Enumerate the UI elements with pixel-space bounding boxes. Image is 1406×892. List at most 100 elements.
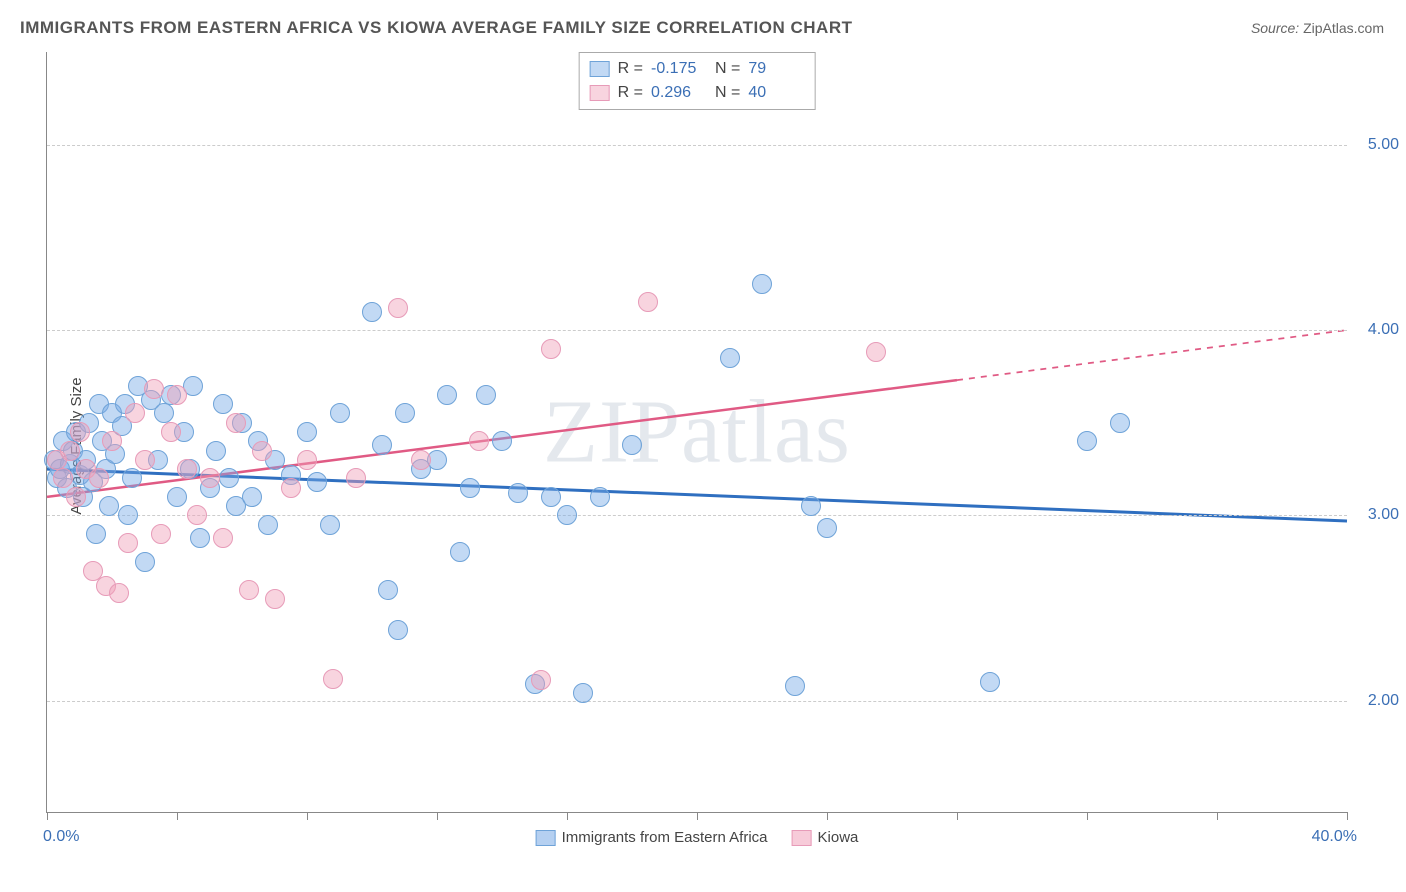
data-point xyxy=(53,468,73,488)
x-tick xyxy=(697,812,698,820)
data-point xyxy=(388,620,408,640)
r-value: 0.296 xyxy=(651,81,707,105)
data-point xyxy=(785,676,805,696)
data-point xyxy=(866,342,886,362)
data-point xyxy=(541,487,561,507)
data-point xyxy=(323,669,343,689)
data-point xyxy=(125,403,145,423)
n-label: N = xyxy=(715,57,740,81)
x-axis-min-label: 0.0% xyxy=(43,828,79,846)
data-point xyxy=(213,394,233,414)
data-point xyxy=(109,583,129,603)
gridline xyxy=(47,701,1347,702)
correlation-row: R = -0.175 N = 79 xyxy=(590,57,805,81)
data-point xyxy=(187,505,207,525)
data-point xyxy=(476,385,496,405)
y-tick-label: 5.00 xyxy=(1368,136,1399,154)
y-tick-label: 2.00 xyxy=(1368,692,1399,710)
plot-area: ZIPatlas R =-0.175N =79R =0.296N =40 Imm… xyxy=(46,52,1347,813)
data-point xyxy=(135,450,155,470)
x-tick xyxy=(1347,812,1348,820)
r-label: R = xyxy=(618,81,643,105)
data-point xyxy=(70,422,90,442)
y-tick-label: 4.00 xyxy=(1368,321,1399,339)
data-point xyxy=(980,672,1000,692)
data-point xyxy=(213,528,233,548)
legend-swatch xyxy=(590,61,610,77)
data-point xyxy=(89,468,109,488)
data-point xyxy=(307,472,327,492)
legend-swatch xyxy=(536,830,556,846)
gridline xyxy=(47,145,1347,146)
data-point xyxy=(86,524,106,544)
trend-line-extrapolated xyxy=(957,330,1347,380)
data-point xyxy=(388,298,408,318)
data-point xyxy=(531,670,551,690)
data-point xyxy=(151,524,171,544)
data-point xyxy=(1077,431,1097,451)
data-point xyxy=(330,403,350,423)
gridline xyxy=(47,515,1347,516)
data-point xyxy=(320,515,340,535)
data-point xyxy=(154,403,174,423)
series-legend: Immigrants from Eastern Africa Kiowa xyxy=(536,829,859,846)
legend-label: Immigrants from Eastern Africa xyxy=(562,829,768,846)
legend-item: Kiowa xyxy=(792,829,859,846)
data-point xyxy=(573,683,593,703)
legend-swatch xyxy=(590,85,610,101)
data-point xyxy=(437,385,457,405)
n-label: N = xyxy=(715,81,740,105)
data-point xyxy=(541,339,561,359)
data-point xyxy=(177,459,197,479)
data-point xyxy=(362,302,382,322)
data-point xyxy=(297,450,317,470)
data-point xyxy=(66,487,86,507)
r-value: -0.175 xyxy=(651,57,707,81)
data-point xyxy=(297,422,317,442)
data-point xyxy=(226,413,246,433)
data-point xyxy=(118,505,138,525)
data-point xyxy=(720,348,740,368)
data-point xyxy=(492,431,512,451)
data-point xyxy=(622,435,642,455)
data-point xyxy=(144,379,164,399)
data-point xyxy=(206,441,226,461)
data-point xyxy=(219,468,239,488)
data-point xyxy=(817,518,837,538)
source-attribution: Source: ZipAtlas.com xyxy=(1251,20,1384,36)
data-point xyxy=(638,292,658,312)
legend-label: Kiowa xyxy=(818,829,859,846)
data-point xyxy=(411,450,431,470)
x-tick xyxy=(1217,812,1218,820)
data-point xyxy=(557,505,577,525)
data-point xyxy=(99,496,119,516)
n-value: 79 xyxy=(748,57,804,81)
data-point xyxy=(378,580,398,600)
data-point xyxy=(200,468,220,488)
data-point xyxy=(258,515,278,535)
chart-title: IMMIGRANTS FROM EASTERN AFRICA VS KIOWA … xyxy=(20,18,852,38)
x-tick xyxy=(567,812,568,820)
correlation-legend: R = -0.175 N = 79 R = 0.296 N = 40 xyxy=(579,52,816,110)
x-tick xyxy=(957,812,958,820)
data-point xyxy=(372,435,392,455)
x-tick xyxy=(827,812,828,820)
data-point xyxy=(508,483,528,503)
data-point xyxy=(242,487,262,507)
n-value: 40 xyxy=(748,81,804,105)
data-point xyxy=(265,589,285,609)
x-tick xyxy=(47,812,48,820)
x-axis-max-label: 40.0% xyxy=(1312,828,1357,846)
data-point xyxy=(752,274,772,294)
data-point xyxy=(469,431,489,451)
r-label: R = xyxy=(618,57,643,81)
data-point xyxy=(118,533,138,553)
data-point xyxy=(1110,413,1130,433)
data-point xyxy=(801,496,821,516)
data-point xyxy=(239,580,259,600)
correlation-row: R = 0.296 N = 40 xyxy=(590,81,805,105)
gridline xyxy=(47,330,1347,331)
data-point xyxy=(395,403,415,423)
data-point xyxy=(122,468,142,488)
data-point xyxy=(102,431,122,451)
